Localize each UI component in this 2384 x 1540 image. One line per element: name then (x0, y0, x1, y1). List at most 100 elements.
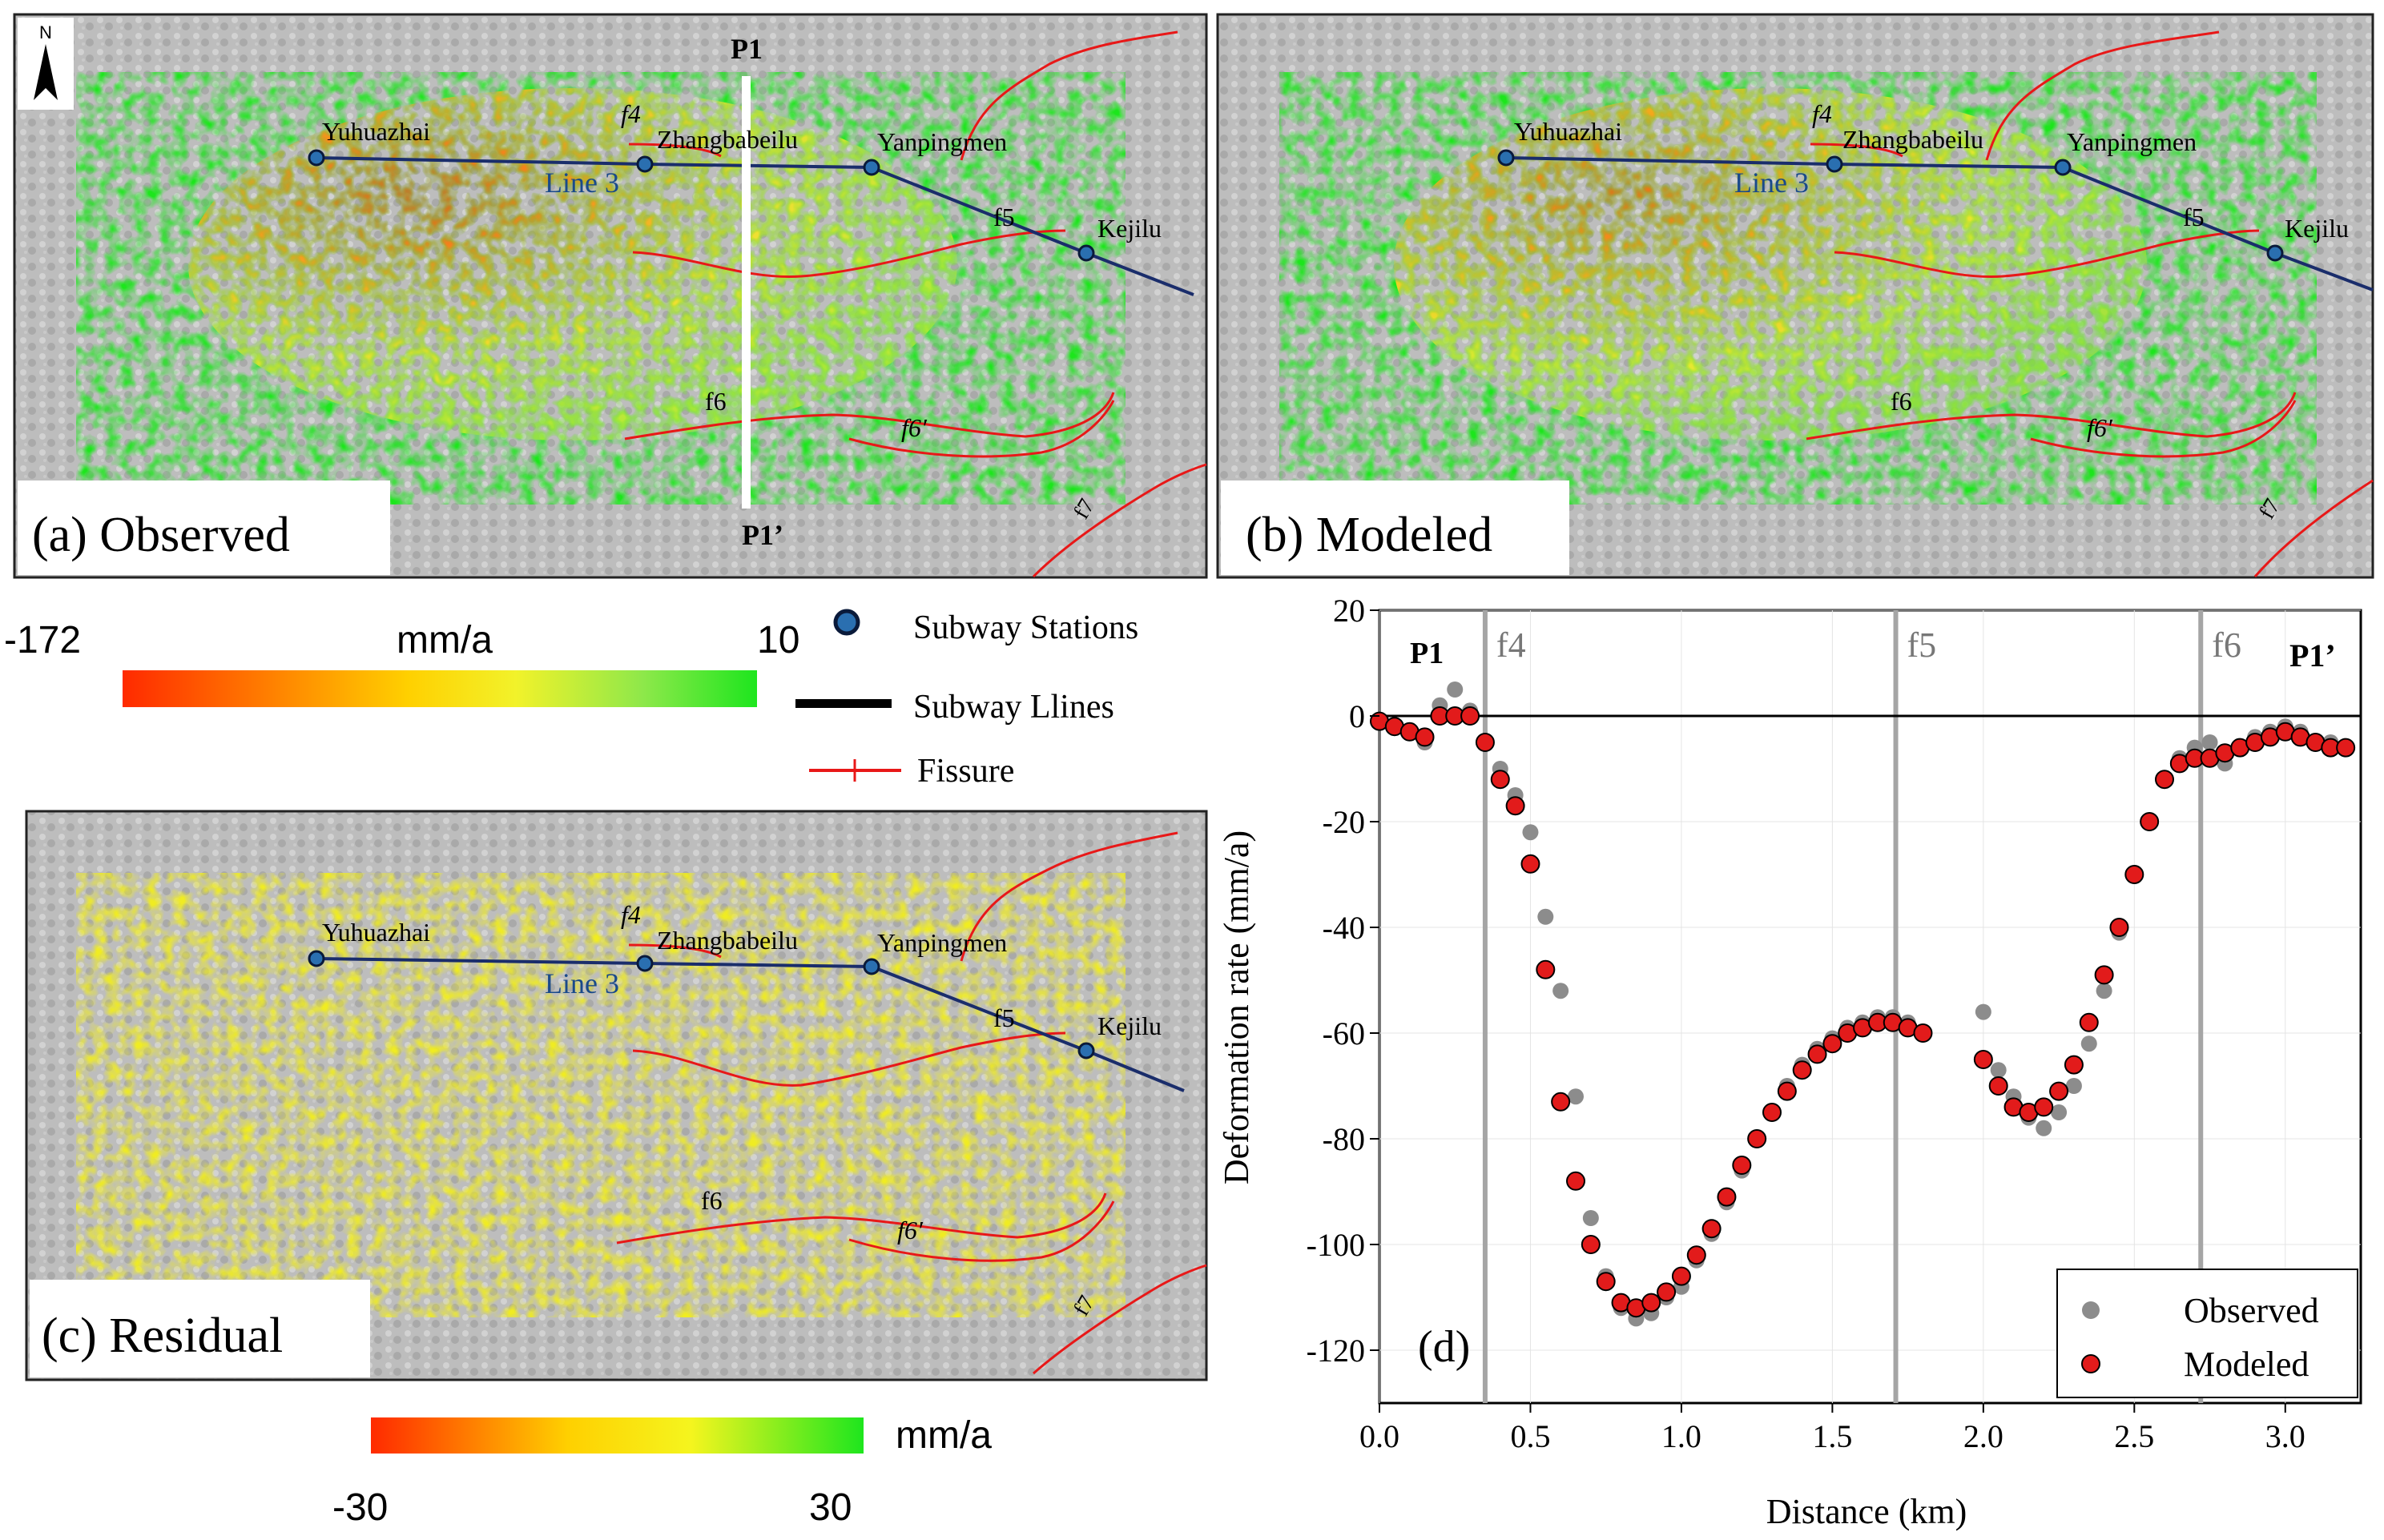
station-label-2: Zhangbabeilu (657, 125, 798, 154)
modeled-point (1566, 1171, 1585, 1191)
subway-stations (308, 149, 1095, 262)
observed-point (1975, 1003, 1991, 1020)
modeled-point (1762, 1103, 1782, 1122)
station-label-4: Kejilu (1097, 214, 1162, 243)
legend-lines: Subway Llines (913, 689, 1114, 726)
modeled-point (1581, 1235, 1601, 1254)
north-arrow-icon (34, 44, 58, 100)
modeled-point (2155, 770, 2174, 790)
b-station-label-1: Yuhuazhai (1514, 117, 1622, 146)
data-points (1370, 682, 2356, 1327)
modeled-point (1701, 1219, 1722, 1239)
modeled-point (1913, 1023, 1933, 1043)
modeled-point (2336, 738, 2356, 758)
c-station-label-4: Kejilu (1097, 1011, 1162, 1040)
x-tick-label: 1.0 (1661, 1418, 1701, 1454)
modeled-point (1807, 1044, 1827, 1064)
fault-label-f6: f6 (2212, 625, 2241, 665)
axis-ticks: 0.0 0.5 1.0 1.5 2.0 2.5 3.0 20 0 -20 -40 -60 -80 -100… (1307, 593, 2305, 1454)
x-tick-label: 3.0 (2265, 1418, 2305, 1454)
b-fissure-label-f4: f4 (1812, 99, 1832, 128)
modeled-point (1973, 1050, 1993, 1069)
chart-panel-label: (d) (1418, 1322, 1470, 1372)
observed-point (2051, 1104, 2068, 1120)
c-fissure-label-f5: f5 (993, 1003, 1015, 1032)
observed-point (1990, 1062, 2007, 1079)
legend-observed: Observed (2184, 1291, 2319, 1330)
chart-legend: Observed Modeled (2056, 1269, 2358, 1398)
chart-profile-end: P1’ (2289, 637, 2336, 673)
modeled-point (2140, 812, 2160, 831)
colorbar-main-min: -172 (4, 619, 81, 661)
legend-modeled-marker (2081, 1354, 2100, 1373)
chart-profile-start: P1 (1410, 637, 1444, 670)
modeled-point (1822, 1034, 1842, 1054)
modeled-point (1747, 1129, 1767, 1148)
fissure-label-f6-prime: f6′ (901, 413, 928, 442)
modeled-point (1490, 770, 1510, 790)
b-fissure-label-f6: f6 (1891, 387, 1912, 416)
c-fissure-label-f4: f4 (621, 900, 641, 929)
modeled-point (1641, 1293, 1661, 1313)
map-legend: Subway Stations Subway Llines Fissure (795, 609, 1138, 790)
fissure-label-f5: f5 (993, 203, 1015, 231)
modeled-point (2109, 918, 2129, 937)
fault-label-f4: f4 (1496, 625, 1526, 665)
c-station-label-2: Zhangbabeilu (657, 926, 798, 955)
colorbar-residual-unit: mm/a (896, 1414, 992, 1457)
modeled-point (2124, 865, 2144, 884)
station-label-1: Yuhuazhai (322, 117, 430, 146)
legend-modeled: Modeled (2184, 1345, 2309, 1384)
observed-point (1447, 682, 1464, 698)
y-tick-label: -40 (1323, 910, 1365, 946)
modeled-point (2049, 1081, 2069, 1101)
chart-d-profile: f4 f5 f6 0.0 0.5 1.0 1.5 2.0 2.5 3.0 20 0 -20 -40 -60… (1217, 593, 2362, 1531)
colorbar-residual-min: -30 (332, 1486, 388, 1529)
modeled-point (1460, 706, 1480, 726)
modeled-point (1671, 1266, 1691, 1286)
y-tick-label: -80 (1323, 1121, 1365, 1157)
panel-a-observed: P1 P1’ Yuhuazhai Zhangbabeilu Yanpingmen… (13, 13, 1208, 579)
modeled-point (2064, 1055, 2084, 1075)
c-station-label-3: Yanpingmen (877, 928, 1007, 957)
modeled-point (1520, 854, 1540, 874)
b-line-label: Line 3 (1734, 167, 1809, 199)
observed-point (1522, 824, 1539, 841)
modeled-point (1792, 1060, 1812, 1080)
fault-label-f5: f5 (1907, 625, 1937, 665)
x-tick-label: 2.0 (1963, 1418, 2003, 1454)
fissure-label-f6: f6 (705, 387, 727, 416)
modeled-point (1505, 796, 1525, 816)
b-station-label-3: Yanpingmen (2067, 127, 2197, 156)
c-fissure-label-f6: f6 (701, 1186, 723, 1215)
y-tick-label: -20 (1323, 804, 1365, 840)
profile-p1 (742, 76, 751, 509)
y-axis-label: Deformation rate (mm/a) (1217, 830, 1256, 1184)
station-label-3: Yanpingmen (877, 127, 1007, 156)
observed-point (1537, 908, 1554, 925)
legend-fissure: Fissure (917, 753, 1014, 790)
c-line-label: Line 3 (545, 967, 619, 999)
c-fissure-label-f6-prime: f6′ (897, 1216, 924, 1244)
modeled-point (2034, 1097, 2054, 1117)
subsidence-bowl (188, 88, 957, 440)
modeled-point (1717, 1187, 1737, 1207)
modeled-point (1415, 727, 1435, 747)
modeled-point (2079, 1012, 2099, 1032)
fissures (624, 30, 1207, 578)
x-tick-label: 2.5 (2114, 1418, 2154, 1454)
panel-c-label: (c) Residual (42, 1309, 283, 1363)
legend-observed-marker (2082, 1301, 2100, 1319)
north-label: N (39, 22, 52, 42)
modeled-point (1475, 733, 1495, 752)
y-tick-label: -60 (1323, 1015, 1365, 1051)
modeled-point (1988, 1076, 2008, 1096)
fissure-label-f4: f4 (621, 99, 641, 128)
b-fissure-label-f5: f5 (2183, 203, 2205, 231)
modeled-point (2094, 965, 2114, 985)
observed-point (2080, 1035, 2097, 1052)
b-station-label-4: Kejilu (2285, 214, 2349, 243)
x-tick-label: 0.5 (1510, 1418, 1550, 1454)
panel-b-label: (b) Modeled (1246, 508, 1492, 562)
